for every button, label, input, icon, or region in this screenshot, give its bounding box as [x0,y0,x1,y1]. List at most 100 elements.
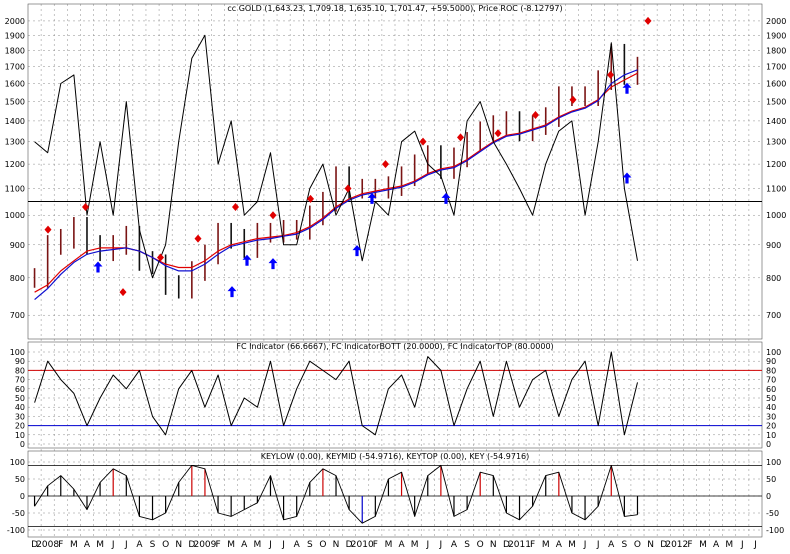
y-tick-label: 40 [766,403,776,412]
y-tick-label: 70 [766,376,776,385]
y-tick-label: 1000 [766,211,786,220]
buy-arrow [441,192,451,204]
sell-marker [157,253,164,262]
y-tick-label: 40 [15,403,25,412]
key-panel-title: KEYLOW (0.00), KEYMID (-54.9716), KEYTOP… [261,452,530,461]
y-tick-label: 1200 [5,160,25,169]
buy-arrow [268,258,278,270]
x-tick-label: A [398,540,405,549]
y-tick-label: 20 [766,422,776,431]
x-tick-label: D [660,540,667,549]
y-tick-label: 1100 [766,185,786,194]
y-tick-label: 100 [766,458,781,467]
y-tick-label: 700 [766,311,781,320]
y-tick-label: 1100 [5,185,25,194]
y-tick-label: -100 [766,526,784,535]
price-panel: cc GOLD (1,643.23, 1,709.18, 1,635.10, 1… [5,3,786,340]
key-y-axis-right: 100 50 0 -50 -100 [766,458,784,535]
y-tick-label: 800 [10,274,25,283]
fc-indicator-panel: FC Indicator (66.6667), FC IndicatorBOTT… [10,341,781,449]
y-tick-label: 60 [766,385,776,394]
y-tick-label: 100 [766,348,781,357]
x-tick-label: F [373,540,378,549]
y-tick-label: 1300 [5,138,25,147]
y-tick-label: 1400 [766,117,786,126]
x-tick-label: A [451,540,458,549]
y-tick-label: 1300 [766,138,786,147]
y-tick-label: 70 [15,376,25,385]
x-tick-label: O [162,540,169,549]
y-tick-label: 80 [15,366,25,375]
y-tick-label: 30 [766,412,776,421]
fc-series [28,351,762,436]
x-tick-label: D [346,540,353,549]
y-tick-label: 1700 [766,62,786,71]
y-tick-label: 10 [15,431,25,440]
x-tick-label: A [136,540,143,549]
price-panel-title: cc GOLD (1,643.23, 1,709.18, 1,635.10, 1… [227,4,562,13]
sell-marker [494,129,502,138]
y-tick-label: 90 [766,357,776,366]
sell-marker [307,194,314,203]
key-series [28,464,762,527]
y-tick-label: 1900 [766,31,786,40]
y-tick-label: 50 [15,394,25,403]
buy-arrow [93,261,103,273]
x-tick-label: J [753,540,757,549]
y-tick-label: 1800 [5,46,25,55]
price-markers [44,16,652,298]
fc-indicator-line [34,351,638,436]
x-tick-label: S [150,540,156,549]
y-tick-label: 800 [766,274,781,283]
x-tick-label: M [542,540,550,549]
x-tick-label: M [96,540,104,549]
sell-marker [119,288,127,297]
x-tick-label: S [464,540,470,549]
y-tick-label: 1500 [5,98,25,107]
key-panel-frame [27,450,763,538]
y-tick-label: 10 [766,431,776,440]
x-tick-label: M [699,540,707,549]
y-tick-label: -100 [7,526,25,535]
x-tick-label: A [84,540,91,549]
x-tick-label: J [583,540,587,549]
price-roc-line [34,34,638,279]
sell-marker [194,234,202,243]
x-tick-label: J [425,540,429,549]
y-tick-label: 60 [15,385,25,394]
x-tick-label: O [634,540,641,549]
x-tick-label: A [294,540,301,549]
x-tick-label: N [175,540,182,549]
buy-arrow [242,254,252,266]
key-y-axis-left: 100 50 0 -50 -100 [7,458,25,535]
y-tick-label: 0 [20,440,25,449]
x-tick-label: J [596,540,600,549]
buy-arrow [622,172,632,184]
y-tick-label: 1900 [5,31,25,40]
y-tick-label: 700 [10,311,25,320]
fc-panel-frame [27,341,763,449]
y-tick-label: -50 [12,509,25,518]
y-tick-label: 1500 [766,98,786,107]
x-tick-label: J [740,540,744,549]
sell-marker [269,211,277,220]
sell-marker [644,16,652,25]
x-tick-label: O [477,540,484,549]
y-tick-label: 50 [766,394,776,403]
sell-marker [344,184,352,193]
sell-marker [607,70,614,79]
sell-marker [419,137,427,146]
y-tick-label: 80 [766,366,776,375]
y-tick-label: 1400 [5,117,25,126]
sell-marker [232,202,239,211]
price-y-axis-left: 2000 1900 1800 1700 1600 1500 1400 1300 1200 1100… [5,17,25,320]
y-tick-label: 0 [766,492,771,501]
y-tick-label: 2000 [766,17,786,26]
y-tick-label: 1600 [766,79,786,88]
x-tick-label: F [530,540,535,549]
y-tick-label: 100 [10,458,25,467]
sell-marker [569,95,577,104]
